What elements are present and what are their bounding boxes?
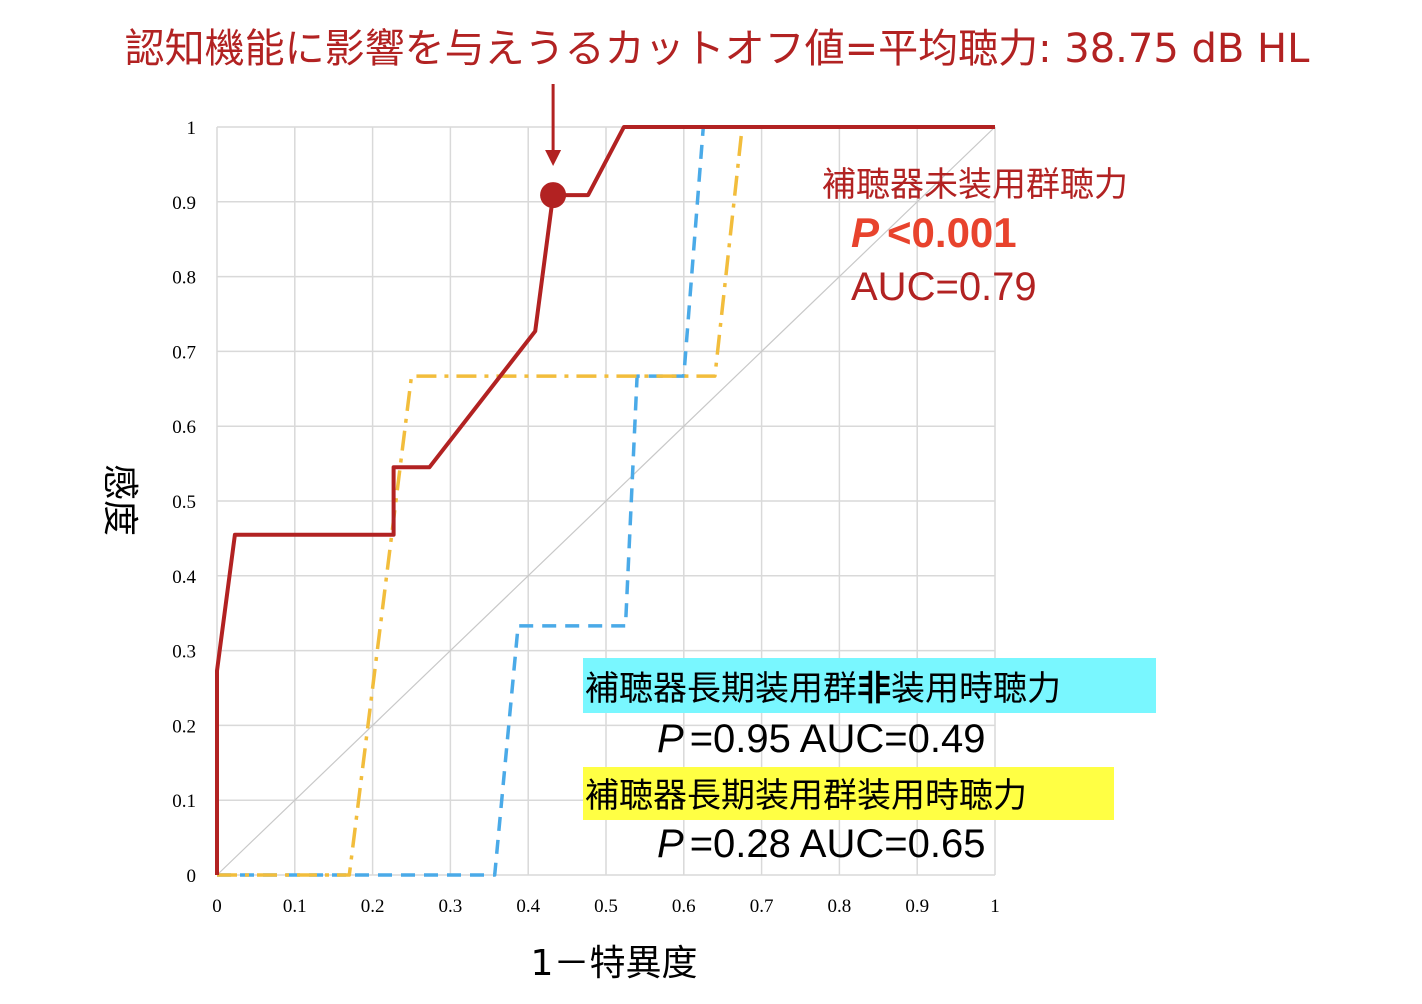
series-lines	[215, 125, 996, 877]
cutoff-point	[540, 182, 567, 209]
cutoff-arrow-head	[545, 150, 562, 166]
series-line-dashed	[217, 125, 995, 877]
y-tick-label: 0.9	[172, 193, 196, 214]
untreated-p-value: P <0.001	[851, 209, 1017, 256]
y-tick-label: 0.3	[172, 642, 196, 663]
untreated-p-number: <0.001	[887, 209, 1017, 256]
aided-label-highlight	[583, 767, 1114, 820]
aided-p-stats: =0.28 AUC=0.65	[690, 822, 986, 866]
x-tick-label: 0.4	[516, 896, 540, 917]
chart-title: 認知機能に影響を与えうるカットオフ値=平均聴力: 38.75 dB HL	[125, 26, 1311, 72]
unaided-label: 補聴器長期装用群非装用時聴力	[585, 669, 1061, 709]
y-tick-label: 0	[187, 866, 197, 887]
unaided-label-emph: 非	[857, 669, 891, 709]
x-tick-label: 0.8	[828, 896, 852, 917]
y-tick-label: 0.6	[172, 417, 196, 438]
series-line-thin	[216, 126, 996, 876]
aided-stats: P =0.28 AUC=0.65	[657, 822, 985, 866]
x-tick-label: 0.6	[672, 896, 696, 917]
x-axis-title: 1－特異度	[531, 943, 698, 984]
x-tick-label: 0.5	[594, 896, 618, 917]
y-tick-label: 0.1	[172, 791, 196, 812]
unaided-label-prefix: 補聴器長期装用群	[585, 669, 857, 709]
y-tick-label: 0.5	[172, 492, 196, 513]
untreated-auc: AUC=0.79	[851, 265, 1037, 309]
untreated-p-symbol: P	[851, 209, 880, 256]
y-tick-labels: 0 0.1 0.2 0.3 0.4 0.5 0.6 0.7 0.8 0.9 1	[172, 118, 196, 887]
unaided-label-suffix: 装用時聴力	[891, 669, 1061, 709]
x-tick-label: 0.9	[905, 896, 929, 917]
y-tick-label: 0.4	[172, 567, 196, 588]
untreated-label: 補聴器未装用群聴力	[822, 165, 1128, 205]
series-line-solid	[215, 125, 995, 875]
unaided-label-highlight	[583, 658, 1156, 713]
x-tick-label: 0.7	[750, 896, 774, 917]
y-tick-label: 0.7	[172, 342, 196, 363]
y-tick-label: 0.2	[172, 716, 196, 737]
aided-label: 補聴器長期装用群装用時聴力	[585, 776, 1027, 816]
x-tick-label: 0.3	[439, 896, 463, 917]
y-axis-title: 感度	[99, 464, 140, 536]
x-tick-labels: 0 0.1 0.2 0.3 0.4 0.5 0.6 0.7 0.8 0.9 1	[212, 896, 1000, 917]
unaided-p-symbol: P	[657, 717, 684, 761]
unaided-p-stats: =0.95 AUC=0.49	[690, 717, 986, 761]
y-tick-label: 1	[187, 118, 197, 139]
unaided-stats: P =0.95 AUC=0.49	[657, 717, 985, 761]
aided-p-symbol: P	[657, 822, 684, 866]
x-tick-label: 0.1	[283, 896, 307, 917]
x-tick-label: 0.2	[361, 896, 385, 917]
y-tick-label: 0.8	[172, 268, 196, 289]
x-tick-label: 1	[990, 896, 1000, 917]
x-tick-label: 0	[212, 896, 222, 917]
